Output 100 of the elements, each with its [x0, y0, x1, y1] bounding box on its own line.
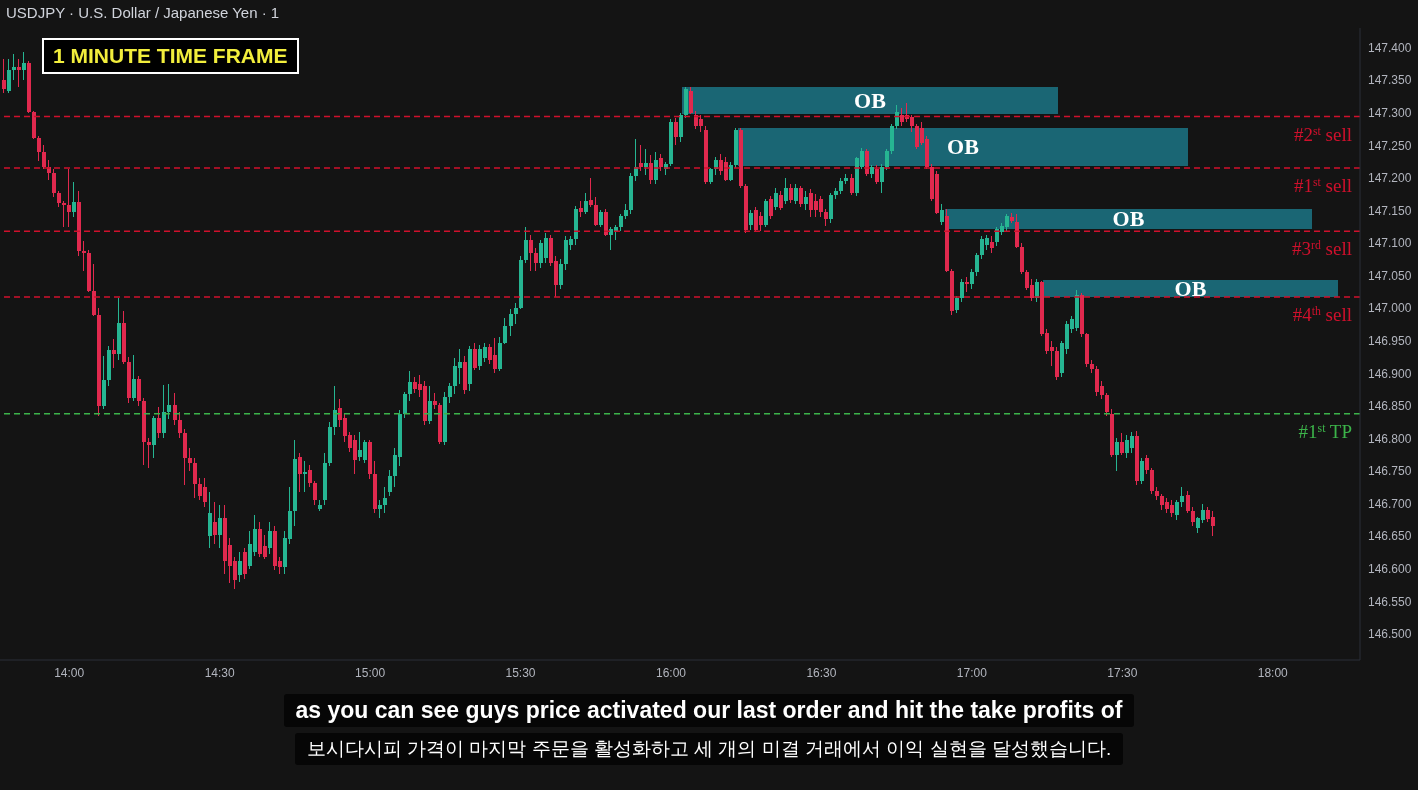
candlestick — [502, 317, 507, 345]
candlestick — [643, 148, 648, 176]
candlestick — [1174, 499, 1179, 521]
candlestick — [472, 342, 477, 371]
ref-line-label: #2$^{st}$ sell — [1294, 123, 1352, 145]
y-tick-label: 146.850 — [1368, 399, 1412, 414]
candlestick — [874, 164, 879, 185]
candlestick — [16, 58, 21, 88]
x-tick-label: 17:00 — [956, 665, 988, 680]
candlestick — [237, 551, 242, 583]
annotation: 1 MINUTE TIME FRAME — [42, 38, 299, 74]
x-tick-label: 16:30 — [806, 665, 837, 680]
x-tick-label: 15:00 — [355, 665, 386, 680]
candlestick — [61, 200, 66, 228]
text: 보시다시피 가격이 마지막 주문을 활성화하고 세 개의 미결 거래에서 이익 실현을 달성했습니다. — [294, 733, 1124, 765]
candlestick — [969, 268, 974, 290]
candlestick — [136, 375, 141, 407]
y-tick-label: 147.350 — [1368, 73, 1412, 88]
candlestick — [849, 173, 854, 196]
candlestick — [11, 53, 16, 81]
annotation: OB — [1174, 275, 1207, 301]
candlestick — [81, 240, 86, 272]
candlestick — [1139, 457, 1144, 485]
candlestick — [6, 58, 11, 94]
candlestick — [212, 501, 217, 545]
ref-line-label: #1$^{st}$ TP — [1298, 420, 1352, 442]
candlestick — [312, 480, 317, 506]
candlestick — [638, 144, 643, 172]
candlestick — [803, 190, 808, 211]
candlestick — [728, 161, 733, 182]
candlestick — [778, 190, 783, 211]
candlestick — [1, 58, 6, 94]
y-tick-label: 146.750 — [1368, 464, 1412, 479]
candlestick — [1149, 467, 1154, 495]
candlestick — [172, 392, 177, 426]
candlestick — [427, 385, 432, 425]
candlestick — [192, 457, 197, 499]
ref-line-label: #1$^{st}$ sell — [1294, 175, 1352, 197]
candlestick — [1200, 503, 1205, 524]
ref-line-label: #4$^{th}$ sell — [1292, 304, 1352, 326]
candlestick — [1104, 392, 1109, 417]
candlestick — [242, 547, 247, 580]
candlestick — [763, 198, 768, 228]
candlestick — [207, 491, 212, 549]
candlestick — [543, 232, 548, 264]
annotation: OB — [947, 134, 979, 159]
candlestick — [447, 382, 452, 404]
candlestick — [21, 51, 26, 81]
candlestick — [51, 168, 56, 198]
candlestick — [558, 258, 563, 290]
candlestick — [593, 196, 598, 227]
candlestick — [513, 302, 518, 325]
candlestick — [332, 385, 337, 436]
y-tick-label: 147.250 — [1368, 138, 1412, 153]
candlestick — [297, 452, 302, 493]
candlestick — [959, 278, 964, 303]
candlestick — [864, 148, 869, 177]
candlestick — [603, 208, 608, 237]
candlestick — [407, 370, 412, 402]
candlestick — [402, 391, 407, 419]
candlestick — [1129, 431, 1134, 454]
candlestick — [758, 211, 763, 232]
y-tick-label: 147.100 — [1368, 236, 1412, 251]
candlestick — [156, 406, 161, 439]
candlestick — [1210, 510, 1215, 537]
candlestick — [1179, 486, 1184, 508]
x-tick-label: 16:00 — [655, 665, 687, 680]
candlestick — [768, 195, 773, 220]
candlestick — [748, 209, 753, 231]
candlestick — [1144, 454, 1149, 475]
candlestick — [508, 308, 513, 337]
candlestick — [177, 411, 182, 439]
y-tick-label: 147.000 — [1368, 301, 1412, 316]
y-tick-label: 146.500 — [1368, 627, 1412, 642]
ref-line-label: #3$^{rd}$ sell — [1292, 238, 1352, 260]
y-tick-label: 147.300 — [1368, 105, 1412, 120]
candlestick — [773, 187, 778, 211]
candlestick — [1190, 506, 1195, 527]
candlestick — [1114, 437, 1119, 472]
candlestick — [673, 117, 678, 146]
candlestick — [818, 195, 823, 218]
candlestick — [1119, 432, 1124, 456]
candlestick — [187, 447, 192, 472]
candlestick — [894, 104, 899, 130]
candlestick — [884, 148, 889, 171]
candlestick — [217, 504, 222, 549]
x-tick-label: 14:00 — [54, 665, 85, 680]
y-tick-label: 147.400 — [1368, 40, 1412, 55]
candlestick — [879, 163, 884, 194]
candlestick — [793, 183, 798, 205]
y-tick-label: 147.050 — [1368, 268, 1412, 283]
y-tick-label: 146.650 — [1368, 529, 1412, 544]
y-tick-label: 147.150 — [1368, 203, 1412, 218]
candlestick — [41, 144, 46, 170]
candlestick — [36, 135, 41, 162]
candlestick — [267, 521, 272, 555]
y-tick-label: 146.700 — [1368, 496, 1412, 511]
candlestick — [523, 226, 528, 264]
y-tick-label: 146.800 — [1368, 431, 1412, 446]
x-tick-label: 14:30 — [204, 665, 235, 680]
